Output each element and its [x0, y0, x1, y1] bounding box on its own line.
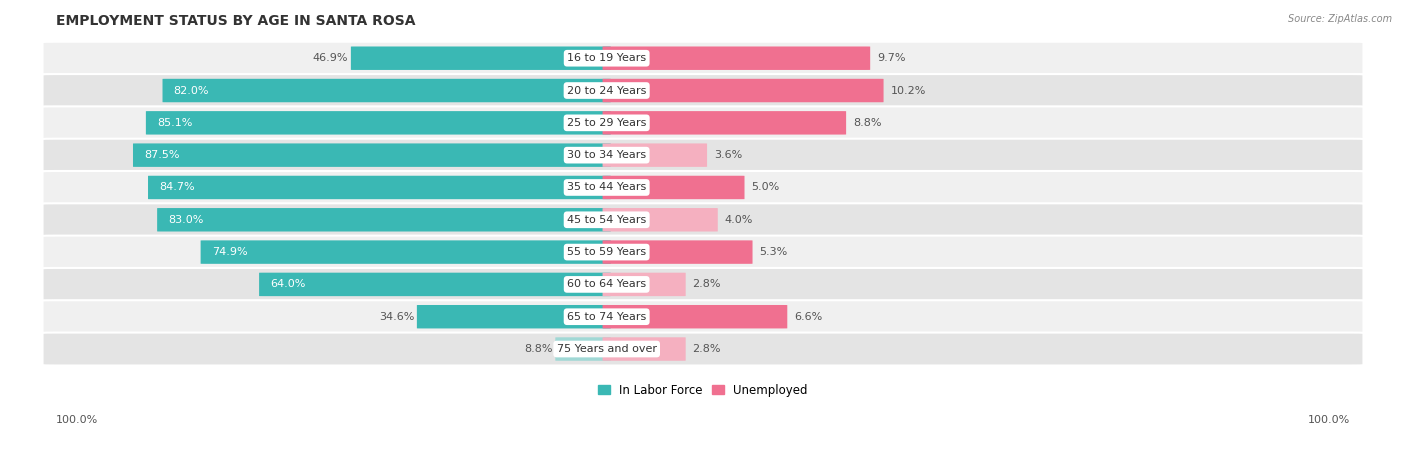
- FancyBboxPatch shape: [603, 79, 883, 102]
- Text: 100.0%: 100.0%: [1308, 415, 1350, 425]
- FancyBboxPatch shape: [42, 300, 1364, 333]
- FancyBboxPatch shape: [603, 46, 870, 70]
- Text: 46.9%: 46.9%: [312, 53, 349, 63]
- Text: EMPLOYMENT STATUS BY AGE IN SANTA ROSA: EMPLOYMENT STATUS BY AGE IN SANTA ROSA: [56, 14, 416, 28]
- Text: 60 to 64 Years: 60 to 64 Years: [567, 280, 647, 290]
- FancyBboxPatch shape: [42, 106, 1364, 139]
- Text: 9.7%: 9.7%: [877, 53, 905, 63]
- FancyBboxPatch shape: [42, 138, 1364, 172]
- FancyBboxPatch shape: [146, 111, 610, 134]
- Text: 2.8%: 2.8%: [693, 280, 721, 290]
- FancyBboxPatch shape: [352, 46, 610, 70]
- FancyBboxPatch shape: [555, 337, 610, 361]
- Text: 16 to 19 Years: 16 to 19 Years: [567, 53, 647, 63]
- FancyBboxPatch shape: [603, 208, 718, 231]
- Text: 87.5%: 87.5%: [143, 150, 180, 160]
- FancyBboxPatch shape: [603, 273, 686, 296]
- Text: 55 to 59 Years: 55 to 59 Years: [567, 247, 647, 257]
- FancyBboxPatch shape: [163, 79, 610, 102]
- Text: 5.3%: 5.3%: [759, 247, 787, 257]
- Text: 8.8%: 8.8%: [524, 344, 553, 354]
- FancyBboxPatch shape: [42, 268, 1364, 301]
- Text: 83.0%: 83.0%: [169, 215, 204, 225]
- FancyBboxPatch shape: [201, 240, 610, 264]
- Text: 3.6%: 3.6%: [714, 150, 742, 160]
- Text: 84.7%: 84.7%: [159, 183, 194, 193]
- Text: 6.6%: 6.6%: [794, 312, 823, 322]
- FancyBboxPatch shape: [42, 74, 1364, 107]
- Text: 5.0%: 5.0%: [751, 183, 780, 193]
- Text: 10.2%: 10.2%: [890, 86, 925, 96]
- FancyBboxPatch shape: [603, 337, 686, 361]
- Text: 65 to 74 Years: 65 to 74 Years: [567, 312, 647, 322]
- FancyBboxPatch shape: [148, 176, 610, 199]
- Text: 20 to 24 Years: 20 to 24 Years: [567, 86, 647, 96]
- FancyBboxPatch shape: [42, 203, 1364, 236]
- FancyBboxPatch shape: [603, 176, 745, 199]
- Text: 35 to 44 Years: 35 to 44 Years: [567, 183, 647, 193]
- FancyBboxPatch shape: [134, 143, 610, 167]
- Text: 64.0%: 64.0%: [270, 280, 305, 290]
- FancyBboxPatch shape: [603, 143, 707, 167]
- Text: 85.1%: 85.1%: [157, 118, 193, 128]
- Text: 75 Years and over: 75 Years and over: [557, 344, 657, 354]
- Text: 8.8%: 8.8%: [853, 118, 882, 128]
- Text: Source: ZipAtlas.com: Source: ZipAtlas.com: [1288, 14, 1392, 23]
- FancyBboxPatch shape: [603, 240, 752, 264]
- Text: 100.0%: 100.0%: [56, 415, 98, 425]
- Text: 34.6%: 34.6%: [378, 312, 415, 322]
- Legend: In Labor Force, Unemployed: In Labor Force, Unemployed: [593, 379, 813, 401]
- Text: 2.8%: 2.8%: [693, 344, 721, 354]
- FancyBboxPatch shape: [603, 305, 787, 328]
- FancyBboxPatch shape: [259, 273, 610, 296]
- Text: 82.0%: 82.0%: [173, 86, 209, 96]
- FancyBboxPatch shape: [603, 111, 846, 134]
- Text: 4.0%: 4.0%: [724, 215, 754, 225]
- Text: 25 to 29 Years: 25 to 29 Years: [567, 118, 647, 128]
- FancyBboxPatch shape: [157, 208, 610, 231]
- Text: 45 to 54 Years: 45 to 54 Years: [567, 215, 647, 225]
- FancyBboxPatch shape: [42, 171, 1364, 204]
- FancyBboxPatch shape: [42, 42, 1364, 75]
- FancyBboxPatch shape: [42, 332, 1364, 365]
- Text: 74.9%: 74.9%: [212, 247, 247, 257]
- Text: 30 to 34 Years: 30 to 34 Years: [567, 150, 647, 160]
- FancyBboxPatch shape: [42, 235, 1364, 269]
- FancyBboxPatch shape: [416, 305, 610, 328]
